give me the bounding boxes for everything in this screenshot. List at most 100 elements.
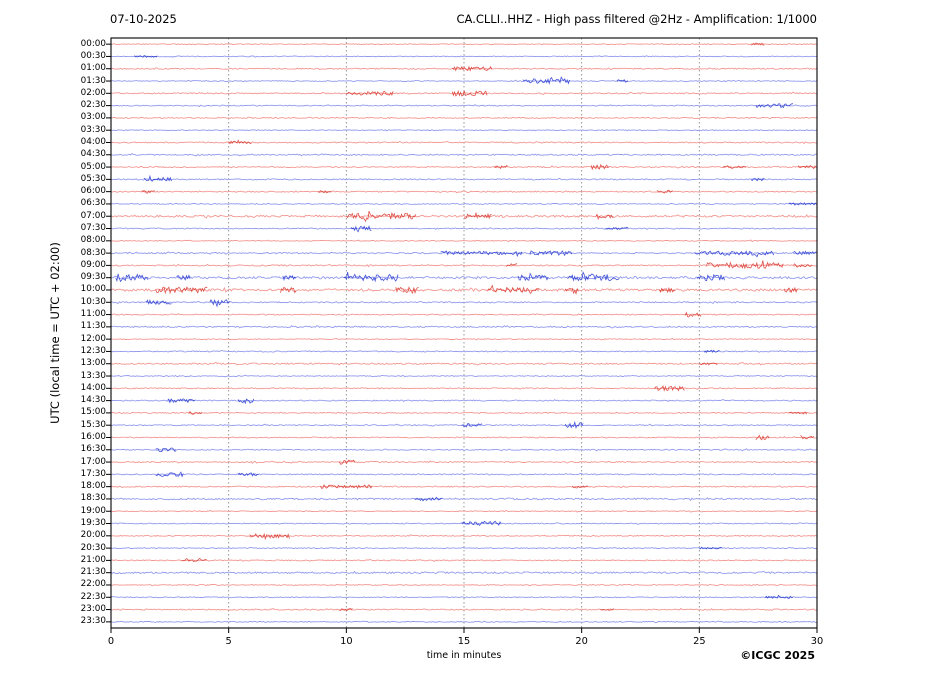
trace-burst: [722, 165, 746, 169]
trace-burst: [282, 275, 297, 281]
y-tick-label: 15:30: [80, 419, 106, 430]
y-tick-label: 11:30: [80, 321, 106, 332]
y-tick-label: 07:30: [80, 223, 106, 234]
trace-burst: [706, 260, 784, 270]
trace-burst: [788, 411, 808, 415]
trace-row-2330: [110, 620, 817, 624]
trace-burst: [115, 273, 149, 283]
y-tick-label: 13:30: [80, 370, 106, 381]
x-tick-label: 20: [575, 636, 588, 647]
y-tick-label: 14:30: [80, 395, 106, 406]
y-tick-label: 08:30: [80, 247, 106, 258]
trace-row-0000: [110, 43, 817, 46]
trace-burst: [487, 284, 540, 295]
trace-row-0330: [110, 129, 817, 132]
y-tick-label: 09:00: [80, 259, 106, 270]
trace-burst: [451, 90, 488, 97]
trace-row-0900: [110, 263, 817, 268]
trace-row-1900: [110, 509, 817, 513]
y-tick-label: 22:00: [80, 579, 106, 590]
trace-row-1230: [110, 349, 817, 353]
trace-burst: [280, 286, 297, 294]
trace-burst: [616, 79, 629, 83]
y-tick-label: 04:00: [80, 136, 106, 147]
trace-burst: [176, 274, 191, 281]
trace-burst: [600, 608, 614, 611]
trace-burst: [783, 286, 798, 294]
x-tick-label: 15: [457, 636, 471, 647]
trace-row-0030: [110, 55, 817, 58]
trace-row-1700: [110, 460, 817, 464]
y-tick-label: 10:00: [80, 284, 106, 295]
y-tick-label: 18:00: [80, 481, 106, 492]
trace-burst: [346, 90, 394, 97]
y-tick-label: 13:00: [80, 358, 106, 369]
y-tick-label: 19:30: [80, 518, 106, 529]
y-tick-label: 15:00: [80, 407, 106, 418]
trace-burst: [750, 177, 765, 182]
trace-burst: [155, 286, 208, 295]
trace-burst: [567, 271, 620, 282]
trace-burst: [451, 65, 493, 72]
x-tick-label: 0: [107, 636, 115, 647]
trace-burst: [755, 103, 794, 109]
y-tick-label: 02:00: [80, 87, 106, 98]
trace-row-0300: [110, 116, 817, 120]
trace-burst: [209, 299, 231, 308]
trace-row-1730: [110, 472, 817, 476]
trace-row-1930: [110, 522, 817, 525]
y-tick-label: 11:00: [80, 309, 106, 320]
trace-row-0430: [111, 153, 817, 157]
trace-burst: [522, 76, 570, 85]
y-tick-label: 05:30: [80, 173, 106, 184]
trace-burst: [228, 139, 252, 145]
trace-burst: [699, 546, 723, 550]
y-tick-label: 22:30: [80, 591, 106, 602]
trace-row-1200: [110, 337, 817, 341]
trace-burst: [343, 272, 399, 283]
trace-burst: [395, 286, 419, 295]
trace-burst: [529, 250, 573, 257]
trace-burst: [494, 165, 508, 170]
trace-burst: [800, 435, 814, 440]
y-tick-label: 21:00: [80, 554, 106, 565]
x-tick-label: 10: [340, 636, 353, 647]
trace-burst: [755, 434, 770, 441]
trace-row-1630: [110, 448, 817, 452]
copyright-text: ©ICGC 2025: [740, 649, 815, 662]
trace-burst: [751, 42, 765, 46]
trace-burst: [654, 385, 685, 392]
trace-burst: [797, 165, 817, 170]
trace-row-1530: [111, 423, 817, 427]
trace-row-1400: [110, 386, 817, 390]
trace-row-0530: [110, 177, 817, 181]
trace-burst: [694, 250, 775, 258]
trace-row-1330: [110, 374, 817, 378]
trace-burst: [461, 520, 502, 527]
trace-burst: [141, 189, 155, 194]
y-tick-label: 20:00: [80, 530, 106, 541]
trace-burst: [564, 420, 584, 429]
trace-burst: [440, 250, 523, 258]
y-tick-label: 09:30: [80, 272, 106, 283]
trace-row-0500: [110, 165, 817, 169]
trace-burst: [595, 213, 614, 221]
y-tick-label: 12:00: [80, 333, 106, 344]
y-tick-label: 07:00: [80, 210, 106, 221]
trace-row-2000: [110, 534, 817, 538]
trace-burst: [658, 286, 676, 294]
trace-row-0130: [110, 79, 817, 83]
y-tick-label: 06:00: [80, 186, 106, 197]
y-tick-label: 16:00: [80, 431, 106, 442]
trace-burst: [793, 263, 812, 268]
trace-burst: [181, 557, 207, 563]
trace-burst: [134, 55, 158, 58]
trace-row-0600: [110, 190, 817, 194]
y-tick-label: 21:30: [80, 567, 106, 578]
trace-burst: [571, 485, 589, 489]
trace-row-2130: [110, 570, 817, 575]
trace-row-1130: [110, 324, 817, 329]
x-axis-label: time in minutes: [426, 650, 502, 661]
